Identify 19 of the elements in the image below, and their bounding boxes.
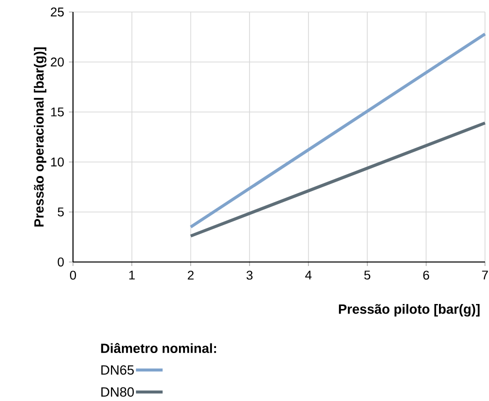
y-tick-label: 15	[51, 108, 64, 116]
x-tick-label: 2	[188, 270, 194, 280]
x-tick-label: 0	[70, 270, 76, 280]
x-tick-label: 4	[305, 270, 312, 280]
y-tick-label: 10	[51, 158, 64, 166]
x-axis-title: Pressão piloto [bar(g)]	[338, 304, 480, 317]
y-axis-title: Pressão operacional [bar(g)]	[34, 47, 46, 226]
legend-label: DN65	[101, 365, 134, 375]
y-tick-label: 0	[58, 258, 64, 266]
x-tick-label: 7	[482, 270, 488, 280]
y-tick-label: 5	[58, 208, 64, 216]
legend-title: Diâmetro nominal:	[101, 342, 216, 354]
x-tick-label: 6	[423, 270, 430, 280]
x-tick-label: 5	[364, 270, 370, 280]
legend-label: DN80	[101, 387, 134, 397]
x-tick-label: 1	[129, 270, 135, 280]
x-tick-label: 3	[246, 270, 253, 280]
y-tick-label: 25	[50, 8, 64, 16]
y-tick-label: 20	[50, 58, 64, 66]
